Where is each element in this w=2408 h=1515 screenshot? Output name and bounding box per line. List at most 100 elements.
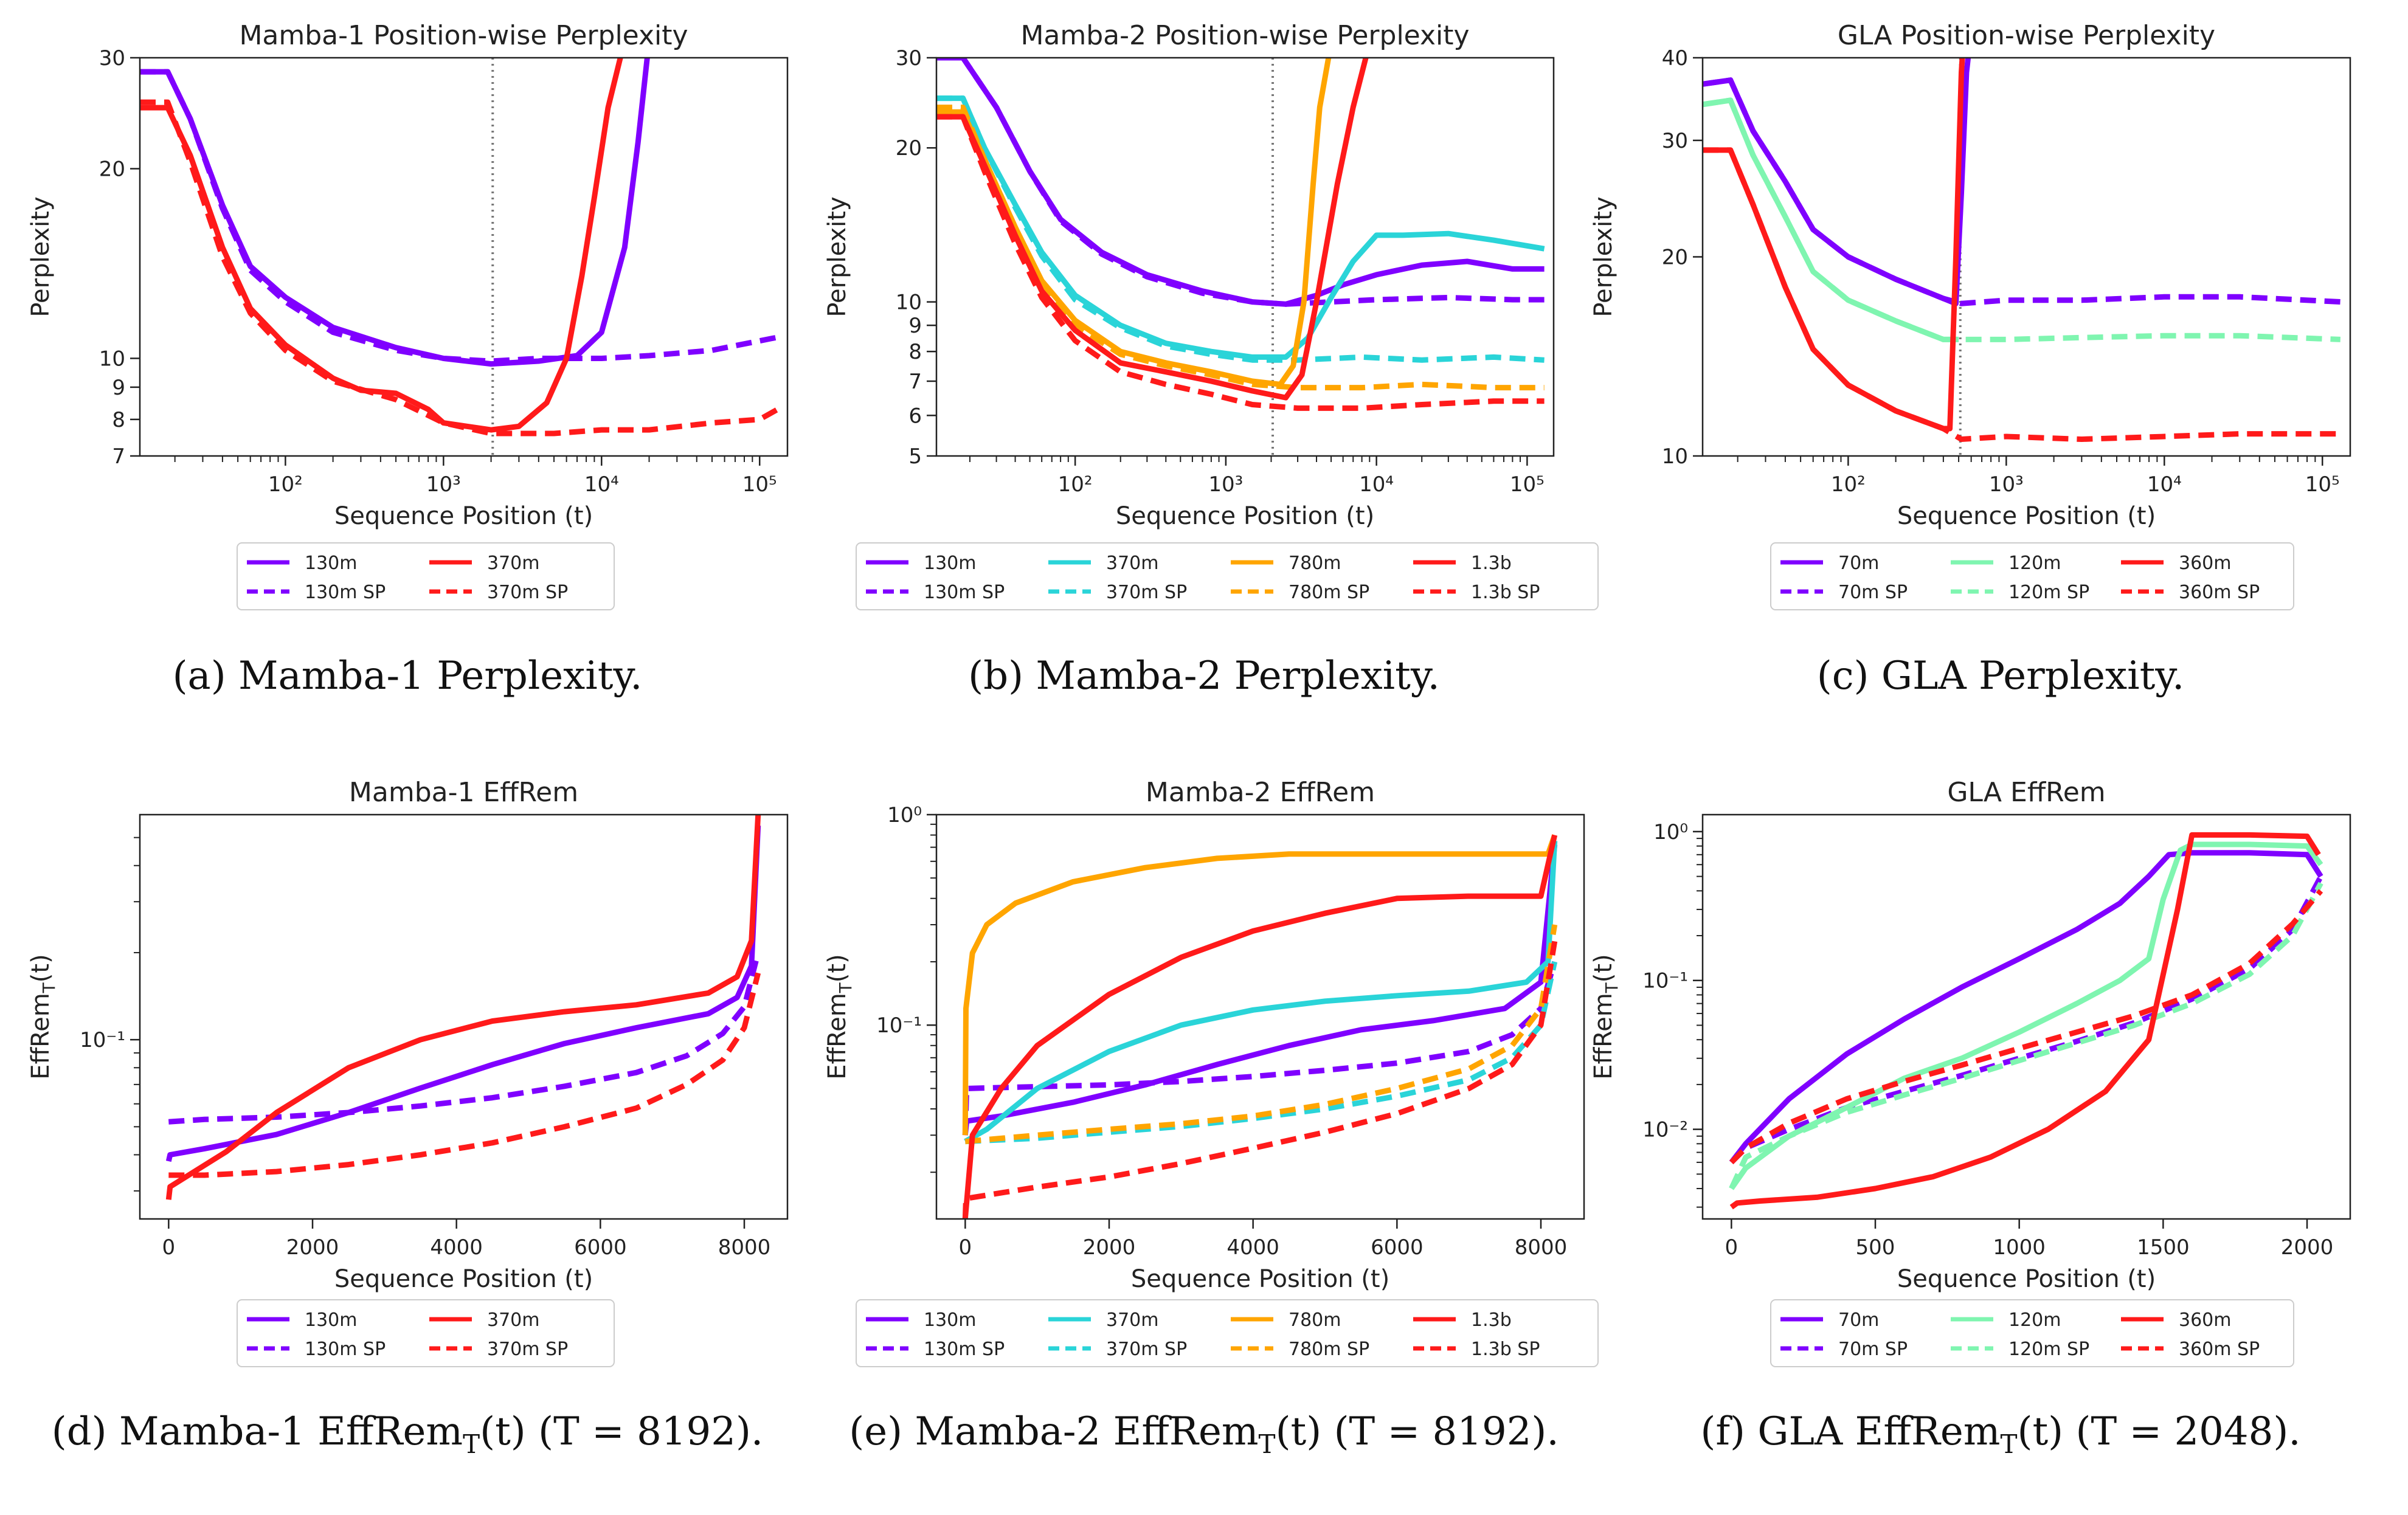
x-tick-label: 10³ [1989, 472, 2024, 497]
chart-title: Mamba-2 Position-wise Perplexity [1020, 20, 1469, 51]
legend-label: 370m SP [1106, 1339, 1187, 1360]
caption-f-text: (f) GLA EffRem [1700, 1409, 2001, 1454]
x-axis-label: Sequence Position (t) [1897, 1265, 2156, 1293]
series-line-120m [1703, 97, 1959, 342]
y-tick-label: 7 [908, 370, 922, 394]
series-line-70m [1703, 58, 1971, 306]
y-axis-label: EffRemT(t) [823, 954, 856, 1079]
y-tick-label: 10⁰ [1653, 820, 1688, 844]
caption-d-text: (d) Mamba-1 EffRem [51, 1409, 463, 1454]
y-axis-label: Perplexity [823, 196, 851, 317]
x-tick-label: 0 [162, 1235, 176, 1260]
y-axis-label-tail: (t) [1590, 954, 1617, 982]
legend-label: 120m [2008, 1310, 2061, 1331]
y-tick-label: 30 [99, 46, 125, 71]
x-axis-label: Sequence Position (t) [1897, 502, 2156, 530]
legend-label: 360m [2179, 1310, 2231, 1331]
y-tick-label: 20 [99, 157, 125, 181]
y-tick-label: 8 [908, 340, 922, 364]
legend-label: 130m SP [305, 1339, 386, 1360]
caption-a: (a) Mamba-1 Perplexity. [172, 654, 643, 699]
plot-frame [1701, 813, 2351, 1220]
y-tick-label: 10⁰ [887, 803, 922, 827]
plot-frame [139, 813, 789, 1220]
legend-label: 130m [924, 1310, 976, 1331]
x-axis-label: Sequence Position (t) [334, 502, 593, 530]
series-line-1-3b [962, 834, 1558, 1219]
chart-title: Mamba-1 Position-wise Perplexity [239, 20, 688, 51]
chart-c: GLA Position-wise Perplexity 10² 10³ 10⁴ 10⁵… [1590, 20, 2351, 610]
legend-label: 370m [1106, 1310, 1158, 1331]
legend: 70m 70m SP 120m 120m SP 360m 360m SP [1770, 1299, 2294, 1367]
x-axis-label: Sequence Position (t) [334, 1265, 593, 1293]
legend: 130m 130m SP 370m 370m SP 780m 780m SP 1.3b 1.3… [856, 542, 1599, 610]
y-axis-label-sub: T [39, 982, 59, 993]
y-tick-label: 6 [908, 404, 922, 428]
chart-a: Mamba-1 Position-wise Perplexity 10² 10³ 10… [27, 20, 789, 610]
legend-label: 120m SP [2008, 1339, 2089, 1360]
x-tick-label: 0 [1725, 1235, 1739, 1260]
series-line-130m-sp [140, 69, 778, 364]
y-axis-label-tail: (t) [823, 954, 851, 982]
plot-frame [935, 57, 1555, 457]
series-line-130m-sp [168, 951, 761, 1125]
y-tick-label: 10 [896, 291, 922, 315]
legend-label: 70m SP [1838, 582, 1908, 603]
series-line-70m-sp [1703, 77, 2341, 306]
series-line-780m-sp [964, 924, 1558, 1145]
legend-box [237, 1299, 615, 1367]
series-line-130m-sp [936, 58, 1545, 307]
series-line-360m-sp [1703, 147, 2341, 442]
plot-frame [935, 813, 1585, 1220]
legend-label: 1.3b [1471, 1310, 1512, 1331]
caption-f: (f) GLA EffRemT(t) (T = 2048). [1605, 1409, 2396, 1459]
y-tick-label: 10 [99, 347, 125, 371]
legend: 130m 130m SP 370m 370m SP [237, 1299, 615, 1367]
legend-label: 70m [1838, 1310, 1879, 1331]
y-tick-label: 10⁻¹ [80, 1028, 125, 1052]
chart-title: Mamba-1 EffRem [349, 777, 578, 808]
series-line-370m [964, 841, 1558, 1144]
legend-label: 780m SP [1289, 1339, 1369, 1360]
y-axis-label-sub: T [1602, 982, 1622, 993]
series-line-70m [1729, 850, 2323, 1164]
y-tick-label: 5 [908, 444, 922, 469]
caption-e-text: (e) Mamba-2 EffRem [849, 1409, 1259, 1454]
caption-e-tail: (t) (T = 8192). [1275, 1409, 1559, 1454]
x-tick-label: 10³ [1208, 472, 1243, 497]
x-tick-label: 0 [959, 1235, 972, 1260]
legend-label: 130m [924, 553, 976, 574]
legend: 70m 70m SP 120m 120m SP 360m 360m SP [1770, 542, 2294, 610]
series-line-370m-sp [140, 99, 780, 437]
chart-d: Mamba-1 EffRem 0 2000 4000 6000 8000 10⁻¹ Seque… [27, 777, 789, 1367]
caption-d-sub: T [463, 1429, 480, 1459]
legend-label: 120m SP [2008, 582, 2089, 603]
x-tick-label: 500 [1856, 1235, 1895, 1260]
series-line-370m [936, 95, 1545, 360]
series-line-370m [165, 815, 761, 1200]
legend-label: 70m SP [1838, 1339, 1908, 1360]
x-tick-label: 10² [1831, 472, 1866, 497]
x-tick-label: 10⁴ [2147, 472, 2182, 497]
y-axis-label-sub: T [836, 982, 856, 993]
legend-box [237, 542, 615, 610]
chart-b: Mamba-2 Position-wise Perplexity 10² 10³ 10… [823, 20, 1599, 610]
y-tick-label: 20 [1662, 246, 1688, 270]
caption-e-sub: T [1258, 1429, 1276, 1459]
x-tick-label: 4000 [430, 1235, 483, 1260]
x-tick-label: 10² [268, 472, 303, 497]
series-line-360m [1729, 832, 2321, 1210]
legend-box [856, 542, 1599, 610]
legend-label: 360m SP [2179, 1339, 2260, 1360]
y-axis-label: EffRemT(t) [27, 954, 59, 1079]
caption-b: (b) Mamba-2 Perplexity. [968, 654, 1440, 699]
x-tick-label: 10⁵ [2305, 472, 2340, 497]
chart-title: Mamba-2 EffRem [1146, 777, 1375, 808]
y-axis-label: Perplexity [1590, 196, 1617, 317]
caption-d: (d) Mamba-1 EffRemT(t) (T = 8192). [12, 1409, 803, 1459]
series-line-130m-sp [962, 961, 1558, 1136]
y-tick-label: 20 [896, 136, 922, 160]
series-line-120m-sp [1729, 882, 2323, 1190]
x-tick-label: 1500 [2137, 1235, 2190, 1260]
y-axis-label: Perplexity [27, 196, 55, 317]
